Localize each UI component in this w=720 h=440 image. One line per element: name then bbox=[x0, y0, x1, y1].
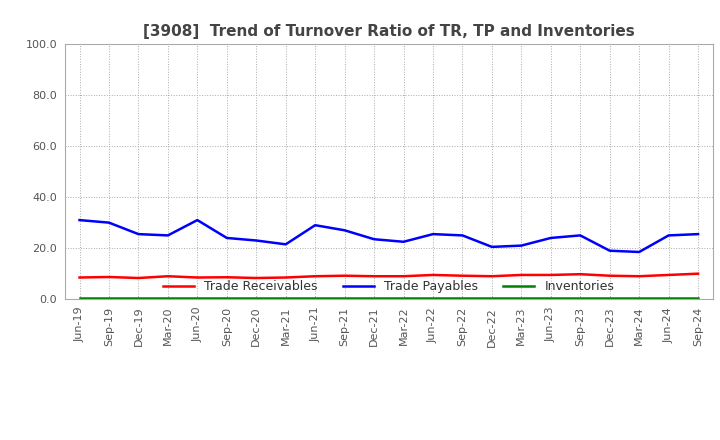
Trade Payables bbox=[193, 217, 202, 223]
Trade Payables bbox=[282, 242, 290, 247]
Trade Receivables bbox=[163, 274, 172, 279]
Trade Payables bbox=[163, 233, 172, 238]
Inventories bbox=[75, 295, 84, 301]
Inventories bbox=[341, 295, 349, 301]
Inventories bbox=[694, 295, 703, 301]
Trade Receivables bbox=[193, 275, 202, 280]
Trade Receivables bbox=[458, 273, 467, 279]
Inventories bbox=[222, 295, 231, 301]
Title: [3908]  Trend of Turnover Ratio of TR, TP and Inventories: [3908] Trend of Turnover Ratio of TR, TP… bbox=[143, 24, 634, 39]
Trade Payables bbox=[694, 231, 703, 237]
Trade Receivables bbox=[75, 275, 84, 280]
Legend: Trade Receivables, Trade Payables, Inventories: Trade Receivables, Trade Payables, Inven… bbox=[158, 275, 619, 298]
Inventories bbox=[193, 295, 202, 301]
Trade Payables bbox=[665, 233, 673, 238]
Trade Receivables bbox=[694, 271, 703, 276]
Inventories bbox=[487, 295, 496, 301]
Inventories bbox=[458, 295, 467, 301]
Inventories bbox=[370, 295, 379, 301]
Trade Payables bbox=[458, 233, 467, 238]
Trade Receivables bbox=[252, 275, 261, 281]
Inventories bbox=[134, 295, 143, 301]
Inventories bbox=[163, 295, 172, 301]
Inventories bbox=[282, 295, 290, 301]
Trade Payables bbox=[104, 220, 113, 225]
Inventories bbox=[399, 295, 408, 301]
Inventories bbox=[428, 295, 437, 301]
Trade Payables bbox=[75, 217, 84, 223]
Trade Receivables bbox=[428, 272, 437, 278]
Trade Receivables bbox=[222, 275, 231, 280]
Trade Payables bbox=[311, 223, 320, 228]
Trade Receivables bbox=[341, 273, 349, 279]
Trade Receivables bbox=[370, 274, 379, 279]
Trade Payables bbox=[576, 233, 585, 238]
Inventories bbox=[517, 295, 526, 301]
Line: Trade Receivables: Trade Receivables bbox=[79, 274, 698, 278]
Inventories bbox=[606, 295, 614, 301]
Trade Receivables bbox=[104, 275, 113, 280]
Inventories bbox=[311, 295, 320, 301]
Trade Payables bbox=[546, 235, 555, 241]
Trade Payables bbox=[606, 248, 614, 253]
Trade Receivables bbox=[665, 272, 673, 278]
Trade Receivables bbox=[546, 272, 555, 278]
Inventories bbox=[546, 295, 555, 301]
Trade Receivables bbox=[311, 274, 320, 279]
Trade Payables bbox=[222, 235, 231, 241]
Inventories bbox=[104, 295, 113, 301]
Trade Payables bbox=[428, 231, 437, 237]
Inventories bbox=[665, 295, 673, 301]
Trade Receivables bbox=[282, 275, 290, 280]
Inventories bbox=[635, 295, 644, 301]
Trade Payables bbox=[134, 231, 143, 237]
Trade Receivables bbox=[517, 272, 526, 278]
Trade Receivables bbox=[134, 275, 143, 281]
Trade Payables bbox=[517, 243, 526, 248]
Trade Payables bbox=[635, 249, 644, 255]
Inventories bbox=[576, 295, 585, 301]
Trade Receivables bbox=[399, 274, 408, 279]
Trade Receivables bbox=[606, 273, 614, 279]
Trade Payables bbox=[399, 239, 408, 245]
Trade Payables bbox=[370, 237, 379, 242]
Trade Receivables bbox=[576, 271, 585, 277]
Trade Payables bbox=[341, 227, 349, 233]
Trade Payables bbox=[487, 244, 496, 249]
Line: Trade Payables: Trade Payables bbox=[79, 220, 698, 252]
Trade Receivables bbox=[635, 274, 644, 279]
Inventories bbox=[252, 295, 261, 301]
Trade Payables bbox=[252, 238, 261, 243]
Trade Receivables bbox=[487, 274, 496, 279]
